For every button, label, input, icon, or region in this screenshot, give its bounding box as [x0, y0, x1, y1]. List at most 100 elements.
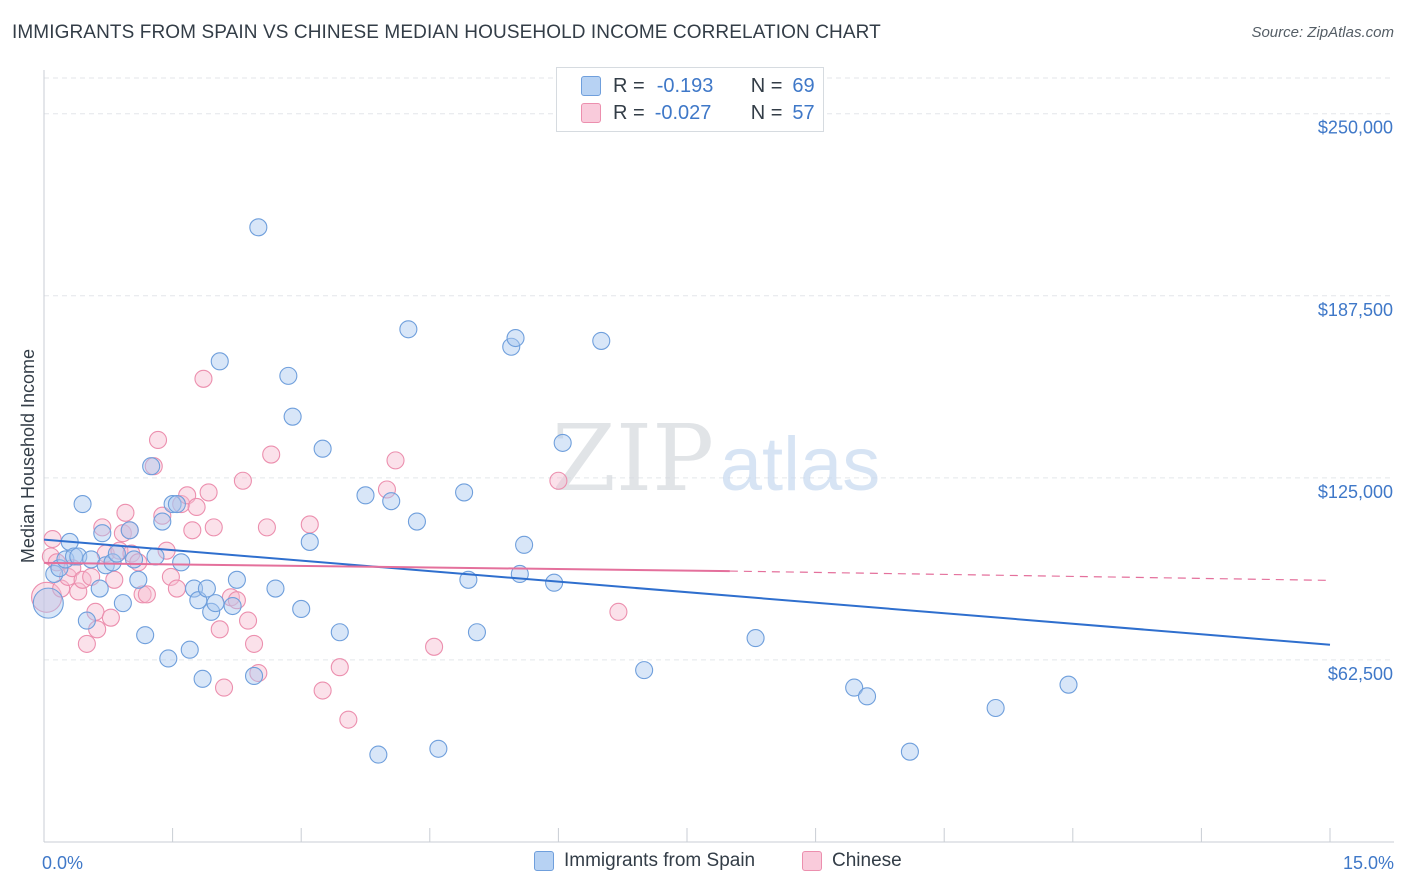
spain-point [330, 623, 349, 642]
spain-point [857, 687, 877, 706]
spain-point [202, 602, 221, 621]
chinese-point [386, 451, 405, 470]
chinese-point [116, 503, 135, 522]
legend-r-label: R = [613, 101, 645, 124]
spain-point [90, 579, 109, 598]
spain-point [592, 331, 611, 350]
spain-point [356, 486, 375, 505]
spain-point [900, 742, 919, 761]
spain-point [1059, 675, 1078, 694]
x-tick-label-min: 0.0% [42, 853, 83, 873]
spain-point [163, 495, 182, 514]
chinese-point [377, 480, 396, 499]
spain-point [32, 587, 64, 619]
chinese-point [257, 518, 276, 537]
chinese-point [214, 678, 234, 697]
bottom-legend-label-chinese: Chinese [832, 850, 902, 871]
spain-point [227, 570, 246, 589]
spain-point [120, 521, 139, 540]
spain-point [455, 483, 474, 502]
chinese-point [133, 585, 152, 604]
bottom-legend-swatch-spain [534, 851, 554, 871]
spain-point [369, 745, 388, 764]
bottom-legend-spain: Immigrants from Spain [534, 850, 755, 872]
spain-point [193, 669, 212, 688]
watermark-zip: ZIP [552, 405, 714, 512]
chinese-point [549, 471, 568, 490]
spain-point [206, 594, 225, 613]
spain-point [129, 570, 148, 589]
y-tick-label: $250,000 [1318, 118, 1393, 138]
spain-point [184, 579, 204, 598]
spain-point [73, 495, 92, 514]
y-axis-label: Median Household Income [18, 349, 38, 563]
spain-point [502, 337, 521, 356]
spain-point [45, 564, 64, 584]
gridlines [44, 77, 1394, 661]
legend-swatch-spain [581, 76, 601, 96]
spain-point [399, 320, 418, 339]
spain-point [142, 457, 161, 476]
spain-point [407, 512, 426, 531]
spain-point [515, 535, 534, 554]
chinese-point [425, 637, 444, 656]
bottom-legend-label-spain: Immigrants from Spain [564, 850, 756, 871]
chinese-point [210, 620, 229, 639]
legend-n-label: N = [750, 101, 783, 124]
spain-point [746, 629, 765, 648]
chinese-point [238, 611, 258, 630]
bottom-legend-swatch-chinese [802, 851, 822, 871]
spain-point [172, 553, 191, 572]
spain-point [146, 547, 165, 566]
chinese-point [300, 515, 319, 534]
legend-r-label: R = [613, 74, 645, 97]
spain-point [467, 623, 487, 642]
spain-point [93, 524, 112, 543]
legend-n-value: 57 [792, 101, 815, 124]
legend-r-value: -0.027 [654, 101, 712, 124]
legend-n-value: 69 [792, 74, 815, 97]
spain-point [292, 599, 311, 618]
chinese-point [69, 582, 88, 601]
chinese-point [187, 497, 206, 517]
chinese-point [183, 521, 202, 540]
legend-row-spain: R = -0.193 N = 69 [581, 74, 815, 98]
chinese-point [244, 634, 264, 653]
spain-point [107, 544, 126, 563]
y-tick-label: $62,500 [1328, 664, 1393, 684]
legend-r-value: -0.193 [656, 74, 714, 97]
chinese-point [153, 506, 172, 525]
spain-point [223, 596, 242, 616]
spain-point [382, 492, 401, 511]
spain-point [266, 579, 285, 598]
y-tick-labels: $62,500 $125,000 $187,500 $250,000 [1318, 118, 1393, 684]
spain-point [300, 532, 319, 551]
bottom-legend-chinese: Chinese [802, 850, 902, 872]
spain-point [180, 640, 199, 659]
trend-line-spain [43, 538, 1331, 646]
axes [43, 70, 1394, 843]
chinese-point [105, 570, 124, 589]
y-tick-label: $187,500 [1318, 300, 1393, 320]
chinese-point [233, 471, 252, 490]
trend-line-chinese [43, 561, 730, 573]
series-chinese-points [31, 369, 628, 729]
chinese-point [199, 483, 218, 502]
x-tick-label-max: 15.0% [1343, 853, 1394, 873]
chinese-point [194, 369, 213, 388]
spain-point [313, 439, 332, 458]
spain-point [64, 547, 84, 566]
chinese-point [339, 710, 358, 729]
chinese-point [137, 585, 156, 604]
chinese-point [204, 518, 223, 537]
spain-point [113, 594, 132, 613]
legend-n-label: N = [750, 74, 783, 97]
chinese-point [148, 430, 168, 450]
spain-point [506, 328, 525, 348]
chinese-point [609, 602, 628, 621]
chinese-point [167, 579, 186, 598]
spain-point [210, 352, 229, 371]
chinese-point [313, 681, 332, 700]
spain-point [986, 698, 1005, 718]
